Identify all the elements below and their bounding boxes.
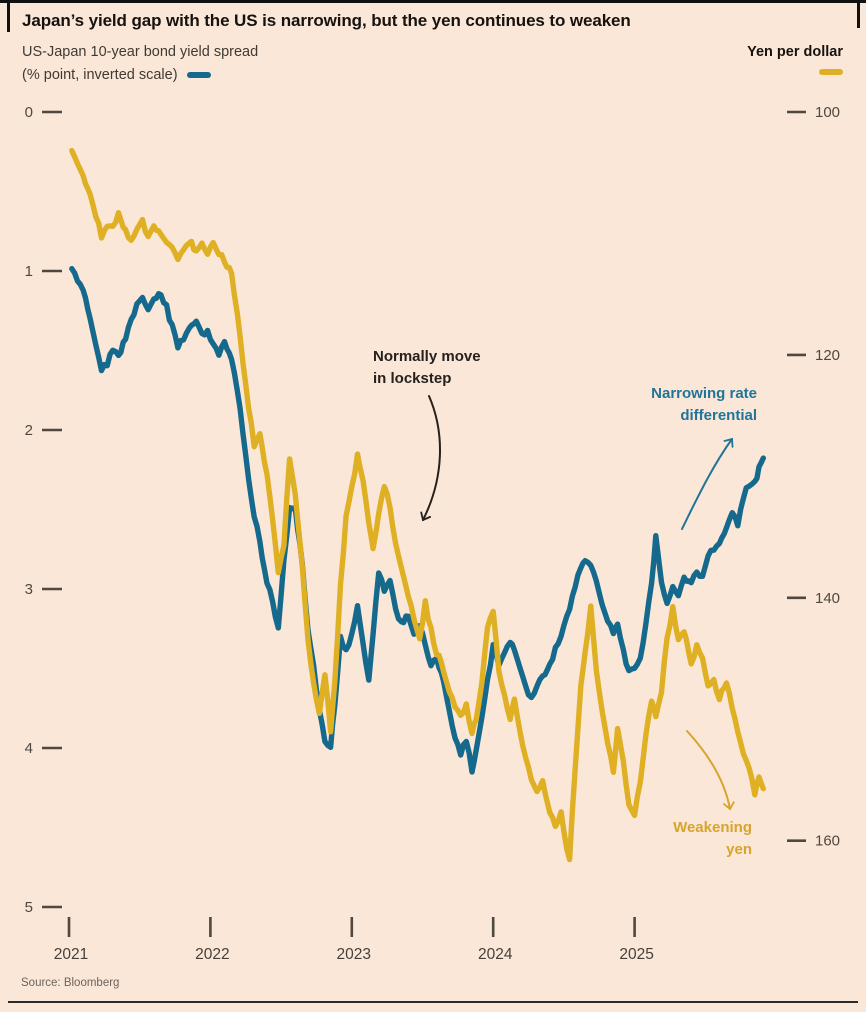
annotation-narrowing-rate: Narrowing rate differential bbox=[597, 383, 757, 427]
annotation-narrowing-line2: differential bbox=[680, 407, 757, 424]
x-axis-year-label: 2022 bbox=[195, 946, 229, 963]
annotation-lockstep-line2: in lockstep bbox=[373, 370, 452, 387]
annotation-lockstep-line1: Normally move bbox=[373, 348, 481, 365]
left-series-label: US-Japan 10-year bond yield spread bbox=[22, 44, 259, 60]
narrowing-arrow bbox=[681, 437, 734, 530]
yen-line bbox=[69, 147, 766, 863]
right-axis-label: 140 bbox=[815, 590, 840, 607]
left-series-sublabel: (% point, inverted scale) bbox=[22, 67, 211, 83]
right-axis-label: 100 bbox=[815, 104, 840, 121]
annotation-lockstep: Normally move in lockstep bbox=[373, 346, 481, 390]
lockstep-arrow bbox=[420, 395, 441, 522]
left-axis-label: 4 bbox=[25, 740, 33, 757]
x-axis-year-label: 2021 bbox=[54, 946, 88, 963]
left-axis-label: 2 bbox=[25, 422, 33, 439]
x-axis-year-label: 2023 bbox=[337, 946, 371, 963]
left-axis-label: 5 bbox=[25, 899, 33, 916]
source-note: Source: Bloomberg bbox=[21, 977, 120, 989]
chart-title: Japan’s yield gap with the US is narrowi… bbox=[22, 11, 631, 30]
top-right-corner-mark bbox=[857, 3, 860, 28]
left-axis-label: 0 bbox=[25, 104, 33, 121]
right-axis-label: 120 bbox=[815, 347, 840, 364]
annotation-weakening-line2: yen bbox=[726, 841, 752, 858]
left-axis-label: 3 bbox=[25, 581, 33, 598]
spread-line-swatch-icon bbox=[186, 72, 211, 78]
top-rule bbox=[0, 0, 866, 3]
left-axis-label: 1 bbox=[25, 263, 33, 280]
right-series-label: Yen per dollar bbox=[747, 44, 843, 60]
right-series-legend: Yen per dollar bbox=[747, 44, 843, 75]
annotation-narrowing-line1: Narrowing rate bbox=[651, 385, 757, 402]
right-axis-label: 160 bbox=[815, 833, 840, 850]
x-axis-year-label: 2025 bbox=[619, 946, 653, 963]
yen-line-swatch-icon bbox=[819, 69, 843, 75]
bottom-rule bbox=[8, 1001, 858, 1003]
left-series-unit-text: (% point, inverted scale) bbox=[22, 67, 178, 83]
weakening-arrow bbox=[686, 730, 735, 811]
top-left-corner-mark bbox=[7, 3, 10, 32]
annotation-weakening-line1: Weakening bbox=[673, 819, 752, 836]
annotation-weakening-yen: Weakening yen bbox=[602, 817, 752, 861]
x-axis-year-label: 2024 bbox=[478, 946, 513, 963]
